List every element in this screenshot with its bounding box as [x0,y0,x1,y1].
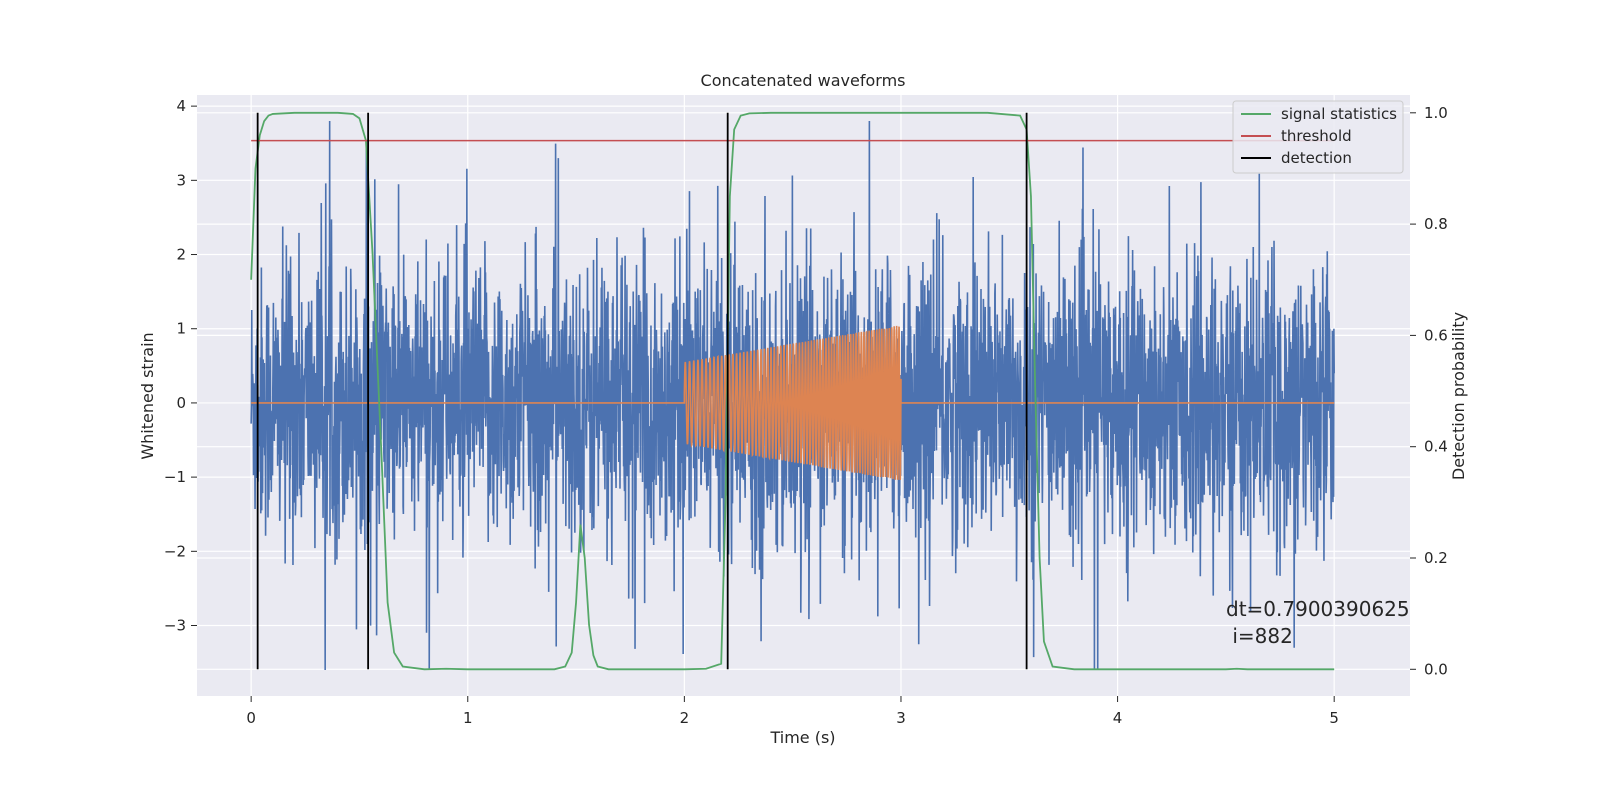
y-left-tick-label: 2 [176,246,186,264]
x-tick-label: 1 [463,709,473,727]
y-left-tick-label: 4 [176,97,186,115]
y-right-tick-label: 0.0 [1424,660,1448,678]
x-tick-label: 4 [1113,709,1123,727]
y-left-tick-label: 1 [176,320,186,338]
y-right-tick-label: 0.8 [1424,215,1448,233]
x-tick-label: 0 [246,709,256,727]
x-tick-label: 5 [1329,709,1339,727]
y-left-tick-label: 3 [176,171,186,189]
series-layer [250,111,1335,671]
legend-label: signal statistics [1281,105,1397,123]
y-axis-label-right: Detection probability [1449,312,1468,480]
legend-label: threshold [1281,127,1352,145]
y-right-tick-label: 0.6 [1424,326,1448,344]
chart-title: Concatenated waveforms [701,71,906,90]
legend-label: detection [1281,149,1352,167]
x-tick-label: 2 [680,709,690,727]
y-axis-label-left: Whitened strain [138,332,157,459]
y-right-tick-label: 0.2 [1424,549,1448,567]
legend-box [1232,100,1404,174]
y-left-tick-label: −3 [164,617,186,635]
y-left-tick-label: −1 [164,468,186,486]
y-right-tick-label: 1.0 [1424,104,1448,122]
x-tick-label: 3 [896,709,906,727]
x-axis-label: Time (s) [769,728,835,747]
annotation-line-1: dt=0.7900390625 [1226,597,1410,621]
y-left-tick-label: −2 [164,542,186,560]
signal-statistics-line [250,111,1335,671]
axes-layer: 0 1 2 3 4 5 −3 −2 −1 0 1 2 3 4 0.0 0.2 0.4 0.6 0.8 1.0 [164,97,1448,727]
injected-signal-series [251,325,1335,481]
y-right-tick-label: 0.4 [1424,438,1448,456]
annotation-line-2: i=882 [1226,624,1293,648]
y-left-tick-label: 0 [176,394,186,412]
legend: signal statistics threshold detection [1232,100,1404,174]
